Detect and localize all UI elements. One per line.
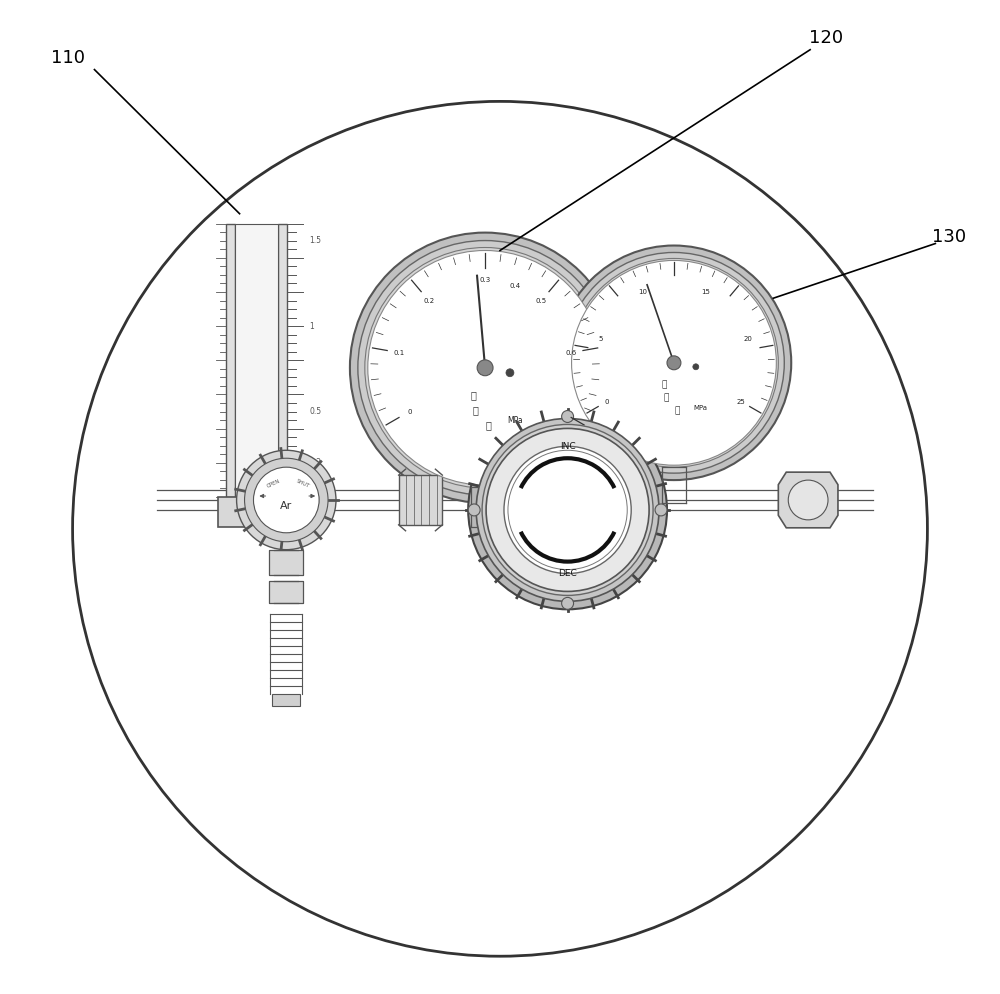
- Text: SHUT: SHUT: [296, 479, 311, 489]
- Text: 0.1: 0.1: [393, 350, 405, 356]
- Circle shape: [508, 450, 627, 570]
- Text: 0: 0: [605, 399, 609, 405]
- Bar: [218, 497, 295, 527]
- Circle shape: [358, 241, 612, 495]
- Text: 0.5: 0.5: [309, 408, 321, 416]
- Text: 0: 0: [407, 409, 412, 414]
- Circle shape: [350, 233, 620, 503]
- Text: Ar: Ar: [280, 501, 292, 511]
- Circle shape: [570, 258, 778, 467]
- Text: 州: 州: [485, 420, 491, 430]
- Bar: [226, 224, 235, 497]
- Text: 1: 1: [309, 322, 314, 331]
- Text: 1.5: 1.5: [309, 237, 321, 246]
- Text: 0.2: 0.2: [423, 298, 434, 304]
- Circle shape: [655, 504, 667, 516]
- Text: OPEN: OPEN: [266, 479, 281, 489]
- Ellipse shape: [254, 471, 319, 529]
- Text: 州: 州: [674, 406, 680, 415]
- Circle shape: [368, 250, 602, 485]
- Circle shape: [468, 504, 480, 516]
- Text: MPa: MPa: [507, 415, 523, 425]
- Circle shape: [486, 428, 649, 591]
- Text: 0.5: 0.5: [536, 298, 547, 304]
- Text: 徐: 徐: [472, 406, 478, 415]
- Text: 江: 江: [470, 391, 476, 401]
- Circle shape: [572, 260, 776, 465]
- Text: 15: 15: [701, 289, 710, 295]
- Text: 0.1: 0.1: [309, 475, 321, 484]
- Circle shape: [365, 248, 605, 488]
- Bar: [399, 475, 442, 525]
- Text: 徐: 徐: [663, 393, 669, 403]
- Circle shape: [562, 597, 574, 609]
- Text: DEC: DEC: [558, 569, 577, 579]
- Text: 130: 130: [932, 228, 966, 246]
- Text: 25: 25: [737, 399, 745, 405]
- Circle shape: [253, 467, 319, 533]
- Circle shape: [564, 252, 784, 473]
- Circle shape: [245, 458, 328, 542]
- Text: 10: 10: [638, 289, 647, 295]
- Circle shape: [693, 364, 699, 370]
- Text: 江: 江: [661, 380, 667, 390]
- Circle shape: [562, 411, 574, 422]
- Circle shape: [237, 450, 336, 550]
- Text: MPa: MPa: [694, 405, 708, 411]
- Text: 0.4: 0.4: [509, 282, 521, 288]
- Text: 0.3: 0.3: [479, 277, 491, 283]
- Text: 20: 20: [743, 336, 752, 342]
- Circle shape: [73, 101, 927, 956]
- Circle shape: [504, 446, 631, 574]
- Circle shape: [667, 356, 681, 370]
- Text: 0.6: 0.6: [566, 350, 577, 356]
- Text: 110: 110: [51, 49, 85, 67]
- Text: 0.2: 0.2: [309, 458, 321, 467]
- Text: INC: INC: [560, 441, 575, 451]
- Bar: [272, 694, 300, 706]
- Polygon shape: [778, 472, 838, 528]
- Text: 120: 120: [809, 29, 843, 47]
- Circle shape: [482, 424, 653, 595]
- Circle shape: [506, 369, 514, 377]
- Bar: [269, 550, 303, 575]
- Circle shape: [468, 411, 667, 609]
- Text: 5: 5: [598, 336, 602, 342]
- Circle shape: [476, 418, 659, 601]
- Bar: [235, 224, 278, 497]
- Circle shape: [788, 480, 828, 520]
- Circle shape: [477, 360, 493, 376]
- Circle shape: [557, 246, 791, 480]
- Bar: [278, 224, 287, 497]
- Bar: [269, 581, 303, 603]
